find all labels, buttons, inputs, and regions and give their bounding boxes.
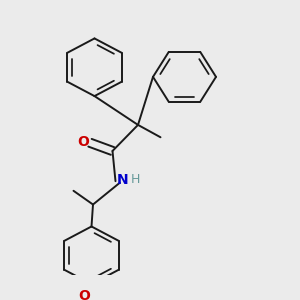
Text: O: O (77, 135, 89, 149)
Text: O: O (78, 290, 90, 300)
Text: N: N (117, 173, 128, 187)
Text: H: H (131, 173, 141, 186)
